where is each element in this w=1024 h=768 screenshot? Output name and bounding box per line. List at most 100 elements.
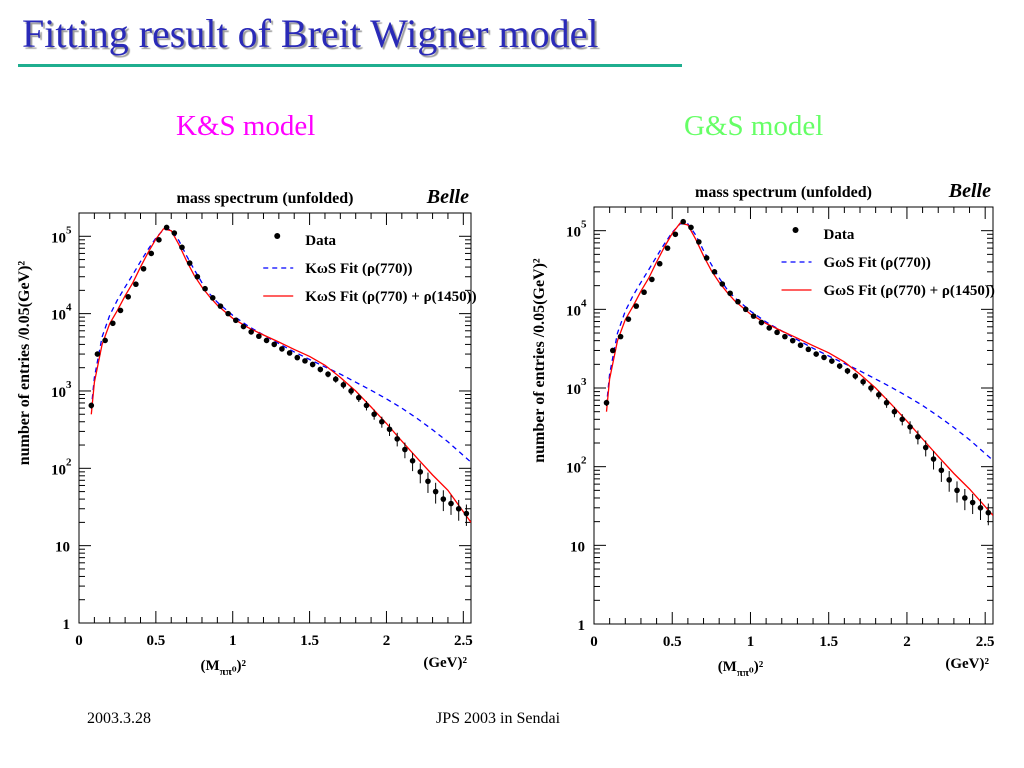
- data-point: [868, 385, 874, 391]
- data-point: [782, 333, 788, 340]
- data-point: [899, 416, 906, 423]
- data-point: [171, 230, 178, 236]
- y-tick-exponent: 5: [66, 224, 72, 236]
- y-tick-exponent: 3: [66, 379, 72, 391]
- data-point: [286, 350, 293, 356]
- data-point: [125, 294, 131, 300]
- data-point: [797, 342, 804, 349]
- y-tick-label: 104: [51, 302, 72, 324]
- data-point: [194, 273, 201, 280]
- data-point: [294, 354, 301, 361]
- y-tick-base: 10: [566, 225, 581, 241]
- data-point: [656, 260, 663, 267]
- data-point: [140, 265, 147, 272]
- footer-date: 2003.3.28: [87, 710, 151, 727]
- data-point: [609, 347, 616, 354]
- data-point: [625, 316, 632, 322]
- data-point: [938, 467, 945, 474]
- fit-curve-2: [605, 222, 993, 516]
- model-label-ks: K&S model: [176, 110, 316, 142]
- data-point: [425, 478, 431, 485]
- data-point: [672, 231, 679, 238]
- y-tick-label: 103: [51, 379, 72, 401]
- data-point: [922, 444, 929, 451]
- data-point: [225, 310, 231, 317]
- data-point: [696, 239, 702, 245]
- data-point: [379, 418, 385, 425]
- y-tick-base: 10: [51, 308, 66, 324]
- title-underline: [18, 64, 682, 67]
- data-point: [915, 433, 921, 440]
- model-label-gs: G&S model: [684, 110, 824, 142]
- x-tick-label: 1.5: [300, 633, 319, 649]
- data-point: [133, 281, 139, 288]
- data-point: [977, 505, 984, 511]
- chart-title: mass spectrum (unfolded): [695, 184, 872, 201]
- data-point: [711, 269, 718, 275]
- data-point: [633, 303, 640, 309]
- y-tick-label: 102: [566, 455, 587, 477]
- data-point: [883, 399, 890, 406]
- y-tick-exponent: 3: [581, 376, 587, 388]
- data-point: [256, 333, 262, 340]
- data-point: [703, 255, 710, 261]
- legend-label-1: GωS Fit (ρ(770)): [824, 255, 931, 271]
- data-point: [946, 477, 952, 483]
- x-axis-label: (Mππ⁰)²: [718, 659, 764, 679]
- slide-title: Fitting result of Breit Wigner model: [22, 11, 599, 56]
- x-axis-label-main: (M: [201, 658, 220, 674]
- data-point: [94, 351, 101, 357]
- y-tick-base: 10: [566, 382, 581, 398]
- x-axis-label-tail: )²: [754, 659, 764, 675]
- data-point: [102, 337, 108, 344]
- y-tick-label: 105: [51, 224, 72, 246]
- data-point: [805, 346, 812, 353]
- data-point: [852, 373, 859, 379]
- x-tick-label: 1.5: [819, 634, 838, 650]
- data-point: [88, 402, 95, 409]
- data-point: [302, 358, 308, 364]
- data-point: [774, 329, 780, 336]
- x-tick-label: 1: [747, 634, 755, 650]
- legend-label-2: GωS Fit (ρ(770) + ρ(1450)): [824, 283, 995, 299]
- y-tick-label: 10: [55, 540, 70, 556]
- y-tick-base: 10: [570, 539, 585, 555]
- y-axis-label: number of entries /0.05(GeV)²: [16, 261, 33, 466]
- belle-watermark: Belle: [426, 186, 469, 208]
- plot-frame: [593, 206, 994, 625]
- y-tick-exponent: 4: [66, 302, 72, 314]
- fit-curve-1: [90, 228, 471, 463]
- data-point: [202, 285, 208, 292]
- y-tick-label: 103: [566, 376, 587, 398]
- x-axis-unit: (GeV)²: [423, 655, 467, 671]
- data-point: [719, 281, 726, 287]
- footer-conference: JPS 2003 in Sendai: [436, 710, 561, 727]
- data-point: [930, 456, 937, 462]
- legend-label-0: Data: [824, 227, 855, 243]
- data-point: [263, 337, 270, 344]
- y-tick-label: 1: [63, 617, 71, 633]
- data-point: [985, 509, 992, 516]
- data-point: [455, 505, 462, 512]
- data-point: [309, 361, 316, 368]
- data-point: [156, 237, 162, 243]
- y-tick-label: 1: [578, 618, 586, 634]
- data-point: [829, 358, 835, 364]
- data-point: [969, 499, 976, 506]
- x-axis-unit: (GeV)²: [945, 656, 989, 672]
- data-point: [371, 411, 377, 418]
- y-axis-label: number of entries /0.05(GeV)²: [531, 258, 548, 463]
- data-point: [758, 319, 765, 326]
- data-point: [641, 289, 647, 296]
- data-point: [766, 325, 773, 331]
- y-tick-exponent: 4: [581, 297, 587, 309]
- x-tick-label: 2.5: [454, 633, 473, 649]
- data-point: [110, 320, 116, 327]
- data-point: [664, 245, 671, 251]
- data-point: [688, 224, 694, 231]
- data-point: [340, 382, 347, 388]
- x-tick-label: 0.5: [663, 634, 682, 650]
- x-tick-label: 0.5: [146, 633, 165, 649]
- y-tick-exponent: 2: [581, 455, 587, 467]
